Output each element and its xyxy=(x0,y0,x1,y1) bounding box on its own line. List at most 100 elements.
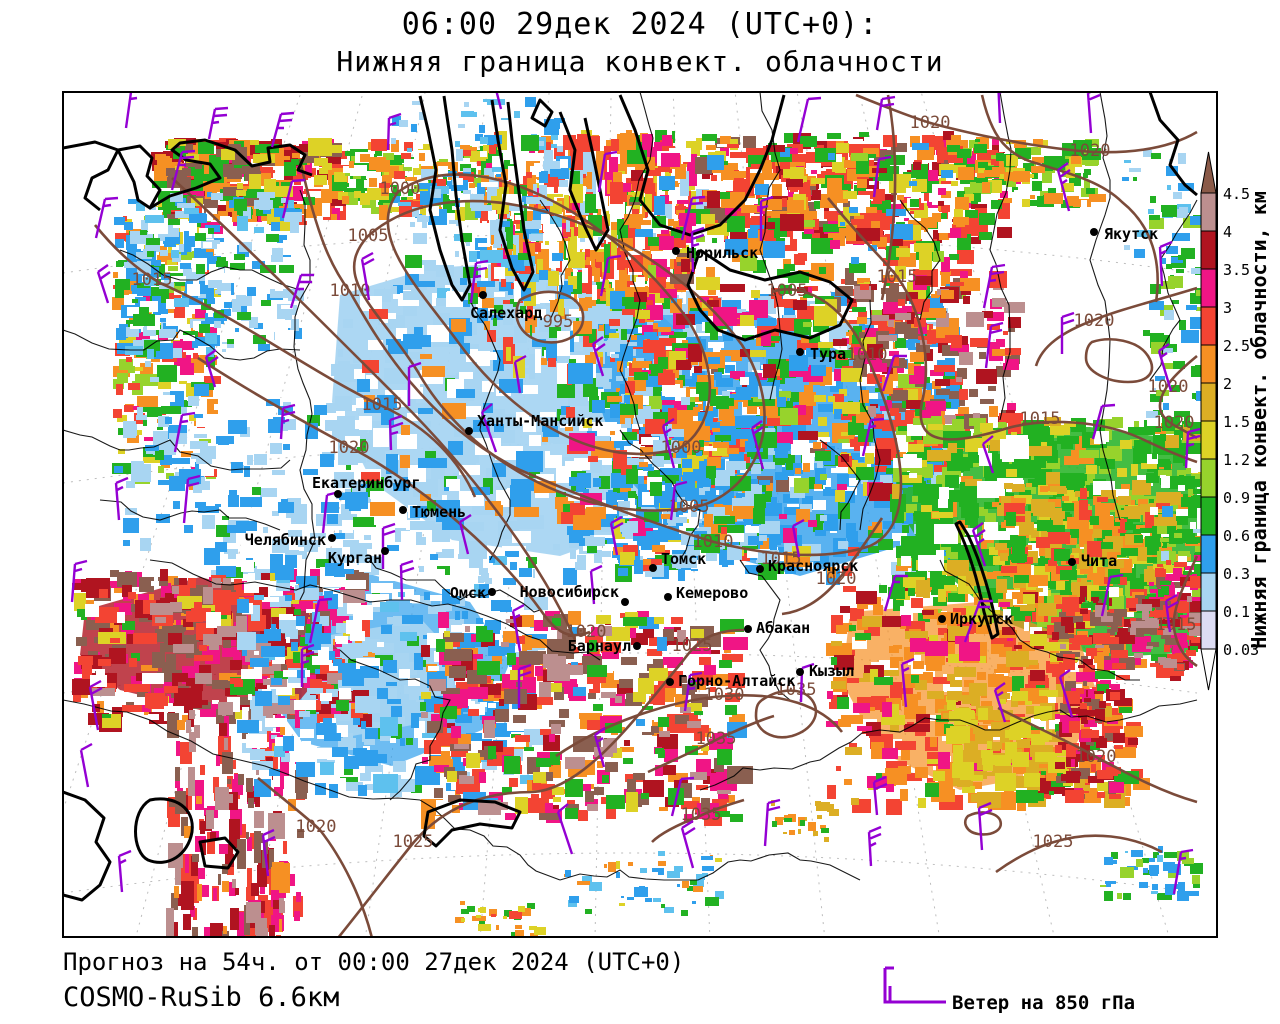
isobar-line xyxy=(997,706,1198,804)
colorbar-tick-label: 0.6 xyxy=(1223,527,1250,545)
isobar-line xyxy=(171,177,577,641)
cloud-speckle-20-mg xyxy=(422,611,748,823)
isobar-labels: 1020 1020 1000 1005 995 1015 1010 1015 1005 1020 1… xyxy=(132,113,1197,852)
map-datetime-title: 06:00 29дек 2024 (UTC+0): xyxy=(401,7,879,42)
border-line xyxy=(119,249,301,291)
border-line xyxy=(63,699,561,881)
city-dot xyxy=(334,490,342,498)
isobar-value-label: 1035 xyxy=(776,680,817,700)
isobar-line xyxy=(93,224,477,498)
isobar-value-label: 1005 xyxy=(348,226,389,246)
isobar-value-label: 1020 xyxy=(816,569,857,589)
colorbar-tick-label: 1.5 xyxy=(1223,413,1250,431)
city-label: Тюмень xyxy=(412,503,466,521)
colorbar-band xyxy=(1200,268,1217,308)
cloud-speckle-28-or xyxy=(455,901,538,937)
city-dot xyxy=(649,564,657,572)
cloud-speckle-20-gr xyxy=(436,617,744,822)
coastline xyxy=(418,95,472,302)
coastline xyxy=(530,98,554,128)
cloud-base-field xyxy=(72,97,1216,937)
colorbar-tick-label: 4 xyxy=(1223,223,1232,241)
city-label: Новосибирск xyxy=(520,583,619,601)
city-dot xyxy=(488,588,496,596)
cloud-speckle-9-lb xyxy=(487,184,659,379)
border-line xyxy=(619,429,701,561)
cloud-speckle-15-wh xyxy=(1147,217,1206,562)
isobar-line xyxy=(1084,338,1154,384)
border-line xyxy=(469,299,511,561)
cloud-speckle-16-gr xyxy=(1151,564,1208,674)
cloud-speckle-7-wh xyxy=(130,395,356,583)
cloud-speckle-24-dr xyxy=(1055,689,1132,796)
coastline xyxy=(490,99,535,292)
colorbar-band xyxy=(1200,230,1217,270)
coastline xyxy=(558,111,610,252)
isobar-value-label: 1025 xyxy=(393,832,434,852)
cloud-speckle-6-wh xyxy=(127,193,300,361)
colorbar-tick-label: 0.03 xyxy=(1223,641,1259,659)
colorbar-axis-title: Нижняя граница конвект. облачности, км xyxy=(1247,191,1271,649)
city-label: Челябинск xyxy=(245,531,326,549)
border-line xyxy=(63,329,301,361)
cloud-speckle-23-rd xyxy=(1056,597,1197,670)
cloud-speckle-26-yg xyxy=(1100,851,1200,899)
colorbar-tick-label: 2.5 xyxy=(1223,337,1250,355)
cloud-speckle-0-gr xyxy=(152,141,347,222)
city-label: Красноярск xyxy=(768,557,858,575)
city-label: Кемерово xyxy=(676,584,748,602)
colorbar-arrow-top xyxy=(1200,151,1217,194)
isobar-value-label: 1020 xyxy=(1148,377,1189,397)
cloud-speckle-29-cy xyxy=(398,99,562,299)
cloud-speckle-31-or xyxy=(628,375,757,565)
isobar-line xyxy=(1172,555,1199,668)
isobar-line xyxy=(995,834,1163,874)
cloud-speckle-28-gr xyxy=(461,903,535,937)
colorbar-tick-label: 1.2 xyxy=(1223,451,1250,469)
wind-legend-barb xyxy=(883,966,946,1004)
border-line xyxy=(539,199,571,321)
cloud-speckle-6-bl xyxy=(115,192,302,359)
city-label: Барнаул xyxy=(568,637,631,655)
colorbar-band xyxy=(1200,306,1217,346)
city-dot xyxy=(621,598,629,606)
isobar-line xyxy=(337,628,745,937)
city-dot xyxy=(381,547,389,555)
cloud-speckle-21-gr xyxy=(831,585,1139,803)
cloud-speckle-29-lb xyxy=(391,101,568,306)
colorbar-tick-label: 3 xyxy=(1223,299,1232,317)
city-dot xyxy=(1068,558,1076,566)
isobar-line xyxy=(880,94,897,301)
colorbar-tick-label: 0.9 xyxy=(1223,489,1250,507)
cloud-speckle-14-gr xyxy=(1006,503,1176,584)
cloud-speckle-24-mg xyxy=(1062,684,1124,793)
isobar-line xyxy=(651,798,745,843)
isobar-line xyxy=(257,776,374,937)
cloud-speckle-15-gr xyxy=(1143,205,1209,563)
border-line xyxy=(1089,92,1121,521)
city-dot xyxy=(672,247,680,255)
colorbar-band xyxy=(1200,420,1217,460)
city-dot xyxy=(328,534,336,542)
cloud-speckle-1-or xyxy=(342,140,490,220)
isobar-value-label: 1035 xyxy=(696,729,737,749)
cloud-speckle-12-rb xyxy=(854,283,1025,425)
cloud-speckle-8-bl xyxy=(345,281,721,568)
cloud-speckle-17-rd xyxy=(73,575,370,729)
cloud-speckle-9-ye xyxy=(484,184,652,378)
border-line xyxy=(99,499,281,531)
cloud-speckle-7-bl xyxy=(123,399,373,577)
isobar-line xyxy=(298,159,903,557)
isobar-line xyxy=(647,714,775,774)
isobar-value-label: 1020 xyxy=(1074,311,1115,331)
isobar-line xyxy=(980,94,1159,303)
isobar-line xyxy=(386,173,712,456)
cloud-speckle-14-or xyxy=(992,484,1169,587)
cloud-speckle-21-or xyxy=(826,588,1150,811)
coastline xyxy=(116,144,162,210)
cloud-speckle-4-gr xyxy=(950,139,1101,209)
isobar-value-label: 1020 xyxy=(296,817,337,837)
cloud-speckle-25-bl xyxy=(565,856,714,904)
